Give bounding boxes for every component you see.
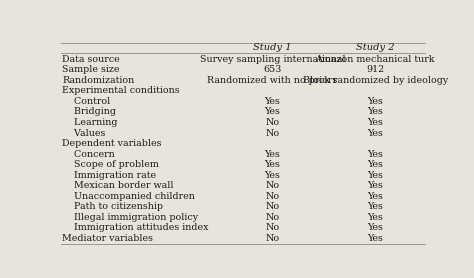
Text: Yes: Yes: [264, 160, 280, 169]
Text: No: No: [265, 224, 279, 232]
Text: Yes: Yes: [367, 128, 383, 138]
Text: Yes: Yes: [367, 171, 383, 180]
Text: No: No: [265, 213, 279, 222]
Text: Immigration rate: Immigration rate: [62, 171, 156, 180]
Text: Scope of problem: Scope of problem: [62, 160, 159, 169]
Text: Control: Control: [62, 97, 110, 106]
Text: 912: 912: [366, 65, 384, 74]
Text: Yes: Yes: [367, 108, 383, 116]
Text: Yes: Yes: [264, 150, 280, 159]
Text: No: No: [265, 118, 279, 127]
Text: Illegal immigration policy: Illegal immigration policy: [62, 213, 198, 222]
Text: Yes: Yes: [367, 213, 383, 222]
Text: Mexican border wall: Mexican border wall: [62, 181, 173, 190]
Text: Data source: Data source: [62, 55, 120, 64]
Text: Yes: Yes: [367, 224, 383, 232]
Text: Randomization: Randomization: [62, 76, 135, 85]
Text: Sample size: Sample size: [62, 65, 120, 74]
Text: Yes: Yes: [367, 181, 383, 190]
Text: Study 2: Study 2: [356, 43, 394, 52]
Text: Learning: Learning: [62, 118, 118, 127]
Text: Bridging: Bridging: [62, 108, 116, 116]
Text: No: No: [265, 192, 279, 201]
Text: Block randomized by ideology: Block randomized by ideology: [302, 76, 448, 85]
Text: Path to citizenship: Path to citizenship: [62, 202, 163, 211]
Text: Study 1: Study 1: [253, 43, 292, 52]
Text: Concern: Concern: [62, 150, 115, 159]
Text: Amazon mechanical turk: Amazon mechanical turk: [315, 55, 435, 64]
Text: No: No: [265, 234, 279, 243]
Text: Yes: Yes: [367, 118, 383, 127]
Text: Experimental conditions: Experimental conditions: [62, 86, 180, 95]
Text: Dependent variables: Dependent variables: [62, 139, 162, 148]
Text: Immigration attitudes index: Immigration attitudes index: [62, 224, 209, 232]
Text: No: No: [265, 181, 279, 190]
Text: Unaccompanied children: Unaccompanied children: [62, 192, 195, 201]
Text: Values: Values: [62, 128, 106, 138]
Text: Yes: Yes: [264, 108, 280, 116]
Text: Yes: Yes: [367, 97, 383, 106]
Text: Randomized with no priors: Randomized with no priors: [207, 76, 337, 85]
Text: Mediator variables: Mediator variables: [62, 234, 153, 243]
Text: No: No: [265, 128, 279, 138]
Text: No: No: [265, 202, 279, 211]
Text: Yes: Yes: [367, 160, 383, 169]
Text: Yes: Yes: [264, 97, 280, 106]
Text: Yes: Yes: [367, 202, 383, 211]
Text: Yes: Yes: [367, 234, 383, 243]
Text: Survey sampling international: Survey sampling international: [200, 55, 345, 64]
Text: Yes: Yes: [264, 171, 280, 180]
Text: Yes: Yes: [367, 192, 383, 201]
Text: Yes: Yes: [367, 150, 383, 159]
Text: 653: 653: [263, 65, 282, 74]
